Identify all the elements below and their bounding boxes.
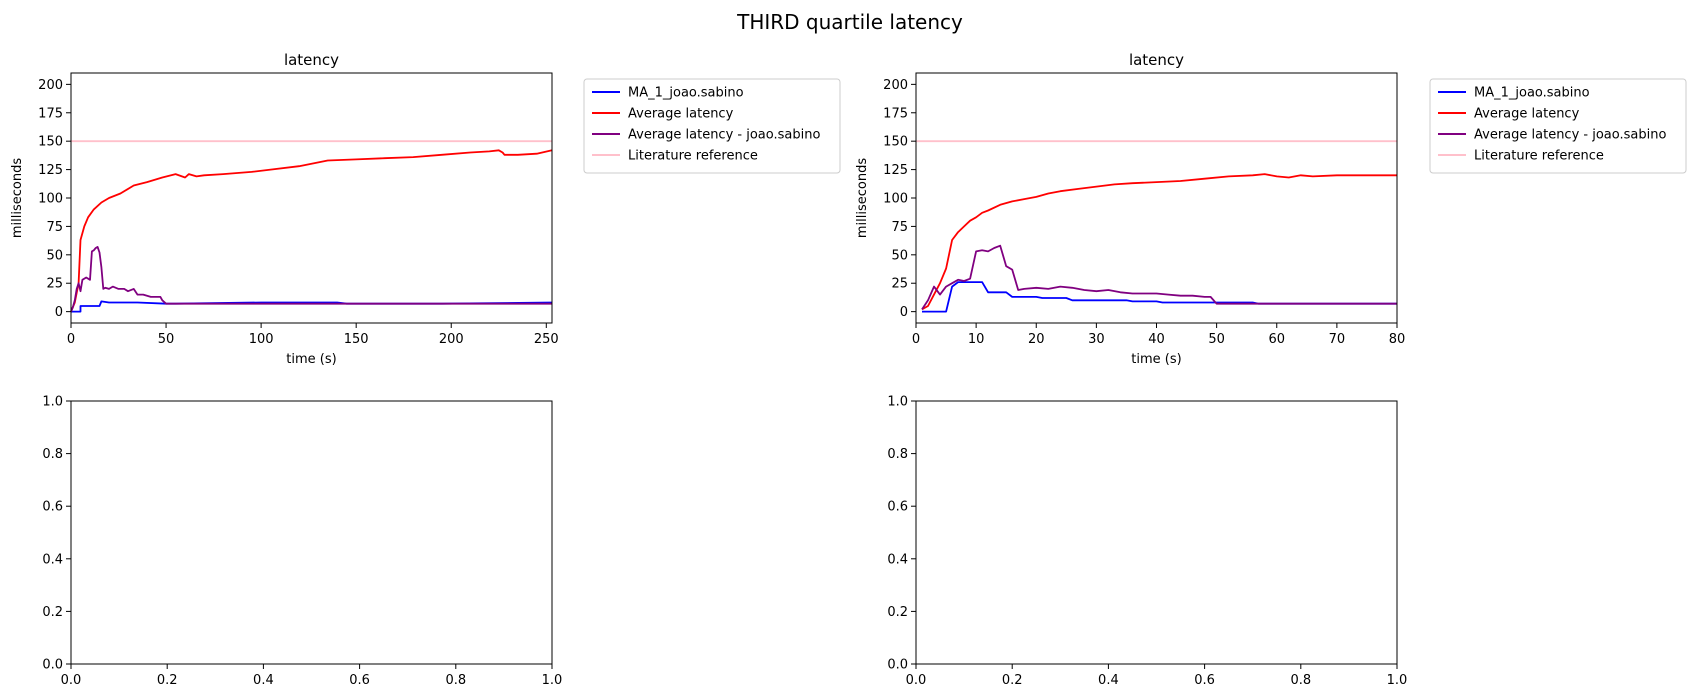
series-line-average-latency <box>921 173 1397 311</box>
y-tick-label: 100 <box>38 192 63 207</box>
x-tick-label: 0.6 <box>349 673 370 688</box>
legend-label: MA_1_joao.sabino <box>628 86 744 101</box>
chart-panel-3: 0.0 0.2 0.4 0.6 0.8 1.0 0.0 0.2 0.4 0.6 0.8 1.0 <box>42 395 562 689</box>
x-tick-label: 30 <box>1088 332 1105 347</box>
y-tick-label: 0.6 <box>42 500 63 515</box>
x-tick-label: 0 <box>67 332 75 347</box>
legend-label: Average latency <box>628 107 734 122</box>
y-tick-label: 1.0 <box>42 395 63 410</box>
y-tick-label: 25 <box>46 277 63 292</box>
axes-frame <box>915 400 1398 665</box>
y-tick-label: 0.4 <box>42 552 63 567</box>
x-tick-label: 10 <box>968 332 985 347</box>
legend-label: Average latency <box>1474 107 1580 122</box>
y-tick-label: 175 <box>883 106 908 121</box>
x-tick-label: 0.8 <box>445 673 466 688</box>
y-tick-label: 50 <box>46 248 63 263</box>
x-tick-label: 40 <box>1148 332 1165 347</box>
y-tick-label: 0.2 <box>42 605 63 620</box>
y-tick-label: 0.6 <box>887 500 908 515</box>
legend-label: Average latency - joao.sabino <box>1474 128 1666 143</box>
x-tick-label: 250 <box>534 332 559 347</box>
x-tick-label: 0.4 <box>253 673 274 688</box>
y-tick-label: 150 <box>38 135 63 150</box>
y-tick-label: 125 <box>883 163 908 178</box>
y-tick-label: 0.0 <box>42 658 63 673</box>
y-tick-label: 0.4 <box>887 552 908 567</box>
x-tick-label: 200 <box>439 332 464 347</box>
y-tick-label: 175 <box>38 106 63 121</box>
series-line-average-latency-joao-sabino <box>70 245 552 312</box>
chart-panel-2: 0 10 20 30 40 50 60 70 80 0 25 50 75 100 125 150 175 200 l… <box>855 51 1687 367</box>
axes-frame <box>70 400 553 665</box>
axes-title: latency <box>284 51 339 69</box>
x-tick-label: 0.2 <box>1002 673 1023 688</box>
x-tick-label: 0.0 <box>61 673 82 688</box>
series-line-ma-1-joao-sabino <box>922 281 1397 313</box>
legend-frame <box>1429 78 1687 174</box>
legend: MA_1_joao.sabino Average latency Average l… <box>583 78 841 174</box>
y-axis-label: milliseconds <box>10 158 25 238</box>
legend: MA_1_joao.sabino Average latency Average l… <box>1429 78 1687 174</box>
x-tick-label: 100 <box>249 332 274 347</box>
y-tick-label: 0.8 <box>887 447 908 462</box>
y-tick-label: 1.0 <box>887 395 908 410</box>
y-tick-label: 0.2 <box>887 605 908 620</box>
y-tick-label: 0 <box>900 305 908 320</box>
x-axis-label: time (s) <box>1131 352 1181 367</box>
x-tick-label: 0 <box>912 332 920 347</box>
chart-panel-4: 0.0 0.2 0.4 0.6 0.8 1.0 0.0 0.2 0.4 0.6 0.8 1.0 <box>887 395 1407 689</box>
x-tick-label: 80 <box>1389 332 1406 347</box>
x-tick-label: 20 <box>1028 332 1045 347</box>
axes-frame <box>915 72 1398 324</box>
x-tick-label: 0.0 <box>906 673 927 688</box>
legend-label: MA_1_joao.sabino <box>1474 86 1590 101</box>
y-tick-label: 0.8 <box>42 447 63 462</box>
series-line-average-latency-joao-sabino <box>921 244 1397 310</box>
x-tick-label: 1.0 <box>542 673 563 688</box>
x-tick-label: 0.4 <box>1098 673 1119 688</box>
x-tick-label: 0.2 <box>157 673 178 688</box>
x-tick-label: 1.0 <box>1387 673 1408 688</box>
axes-title: latency <box>1129 51 1184 69</box>
legend-frame <box>583 78 841 174</box>
figure-suptitle: THIRD quartile latency <box>736 10 963 34</box>
series-line-average-latency <box>70 149 553 312</box>
x-axis-label: time (s) <box>286 352 336 367</box>
y-tick-label: 75 <box>891 220 908 235</box>
y-tick-label: 50 <box>891 248 908 263</box>
x-tick-label: 0.8 <box>1290 673 1311 688</box>
x-tick-label: 150 <box>344 332 369 347</box>
y-tick-label: 200 <box>38 78 63 93</box>
y-tick-label: 100 <box>883 192 908 207</box>
y-tick-label: 0 <box>55 305 63 320</box>
chart-panel-1: 0 50 100 150 200 250 0 25 50 75 100 125 150 175 200 lat… <box>10 51 841 367</box>
x-tick-label: 50 <box>158 332 175 347</box>
y-tick-label: 25 <box>891 277 908 292</box>
y-tick-label: 0.0 <box>887 658 908 673</box>
y-tick-label: 75 <box>46 220 63 235</box>
y-axis-label: milliseconds <box>855 158 870 238</box>
legend-label: Average latency - joao.sabino <box>628 128 820 143</box>
x-tick-label: 0.6 <box>1194 673 1215 688</box>
x-tick-label: 50 <box>1208 332 1225 347</box>
y-tick-label: 125 <box>38 163 63 178</box>
legend-label: Literature reference <box>628 149 758 164</box>
x-tick-label: 60 <box>1268 332 1285 347</box>
legend-label: Literature reference <box>1474 149 1604 164</box>
y-tick-label: 150 <box>883 135 908 150</box>
x-tick-label: 70 <box>1329 332 1346 347</box>
axes-frame <box>70 72 553 324</box>
y-tick-label: 200 <box>883 78 908 93</box>
